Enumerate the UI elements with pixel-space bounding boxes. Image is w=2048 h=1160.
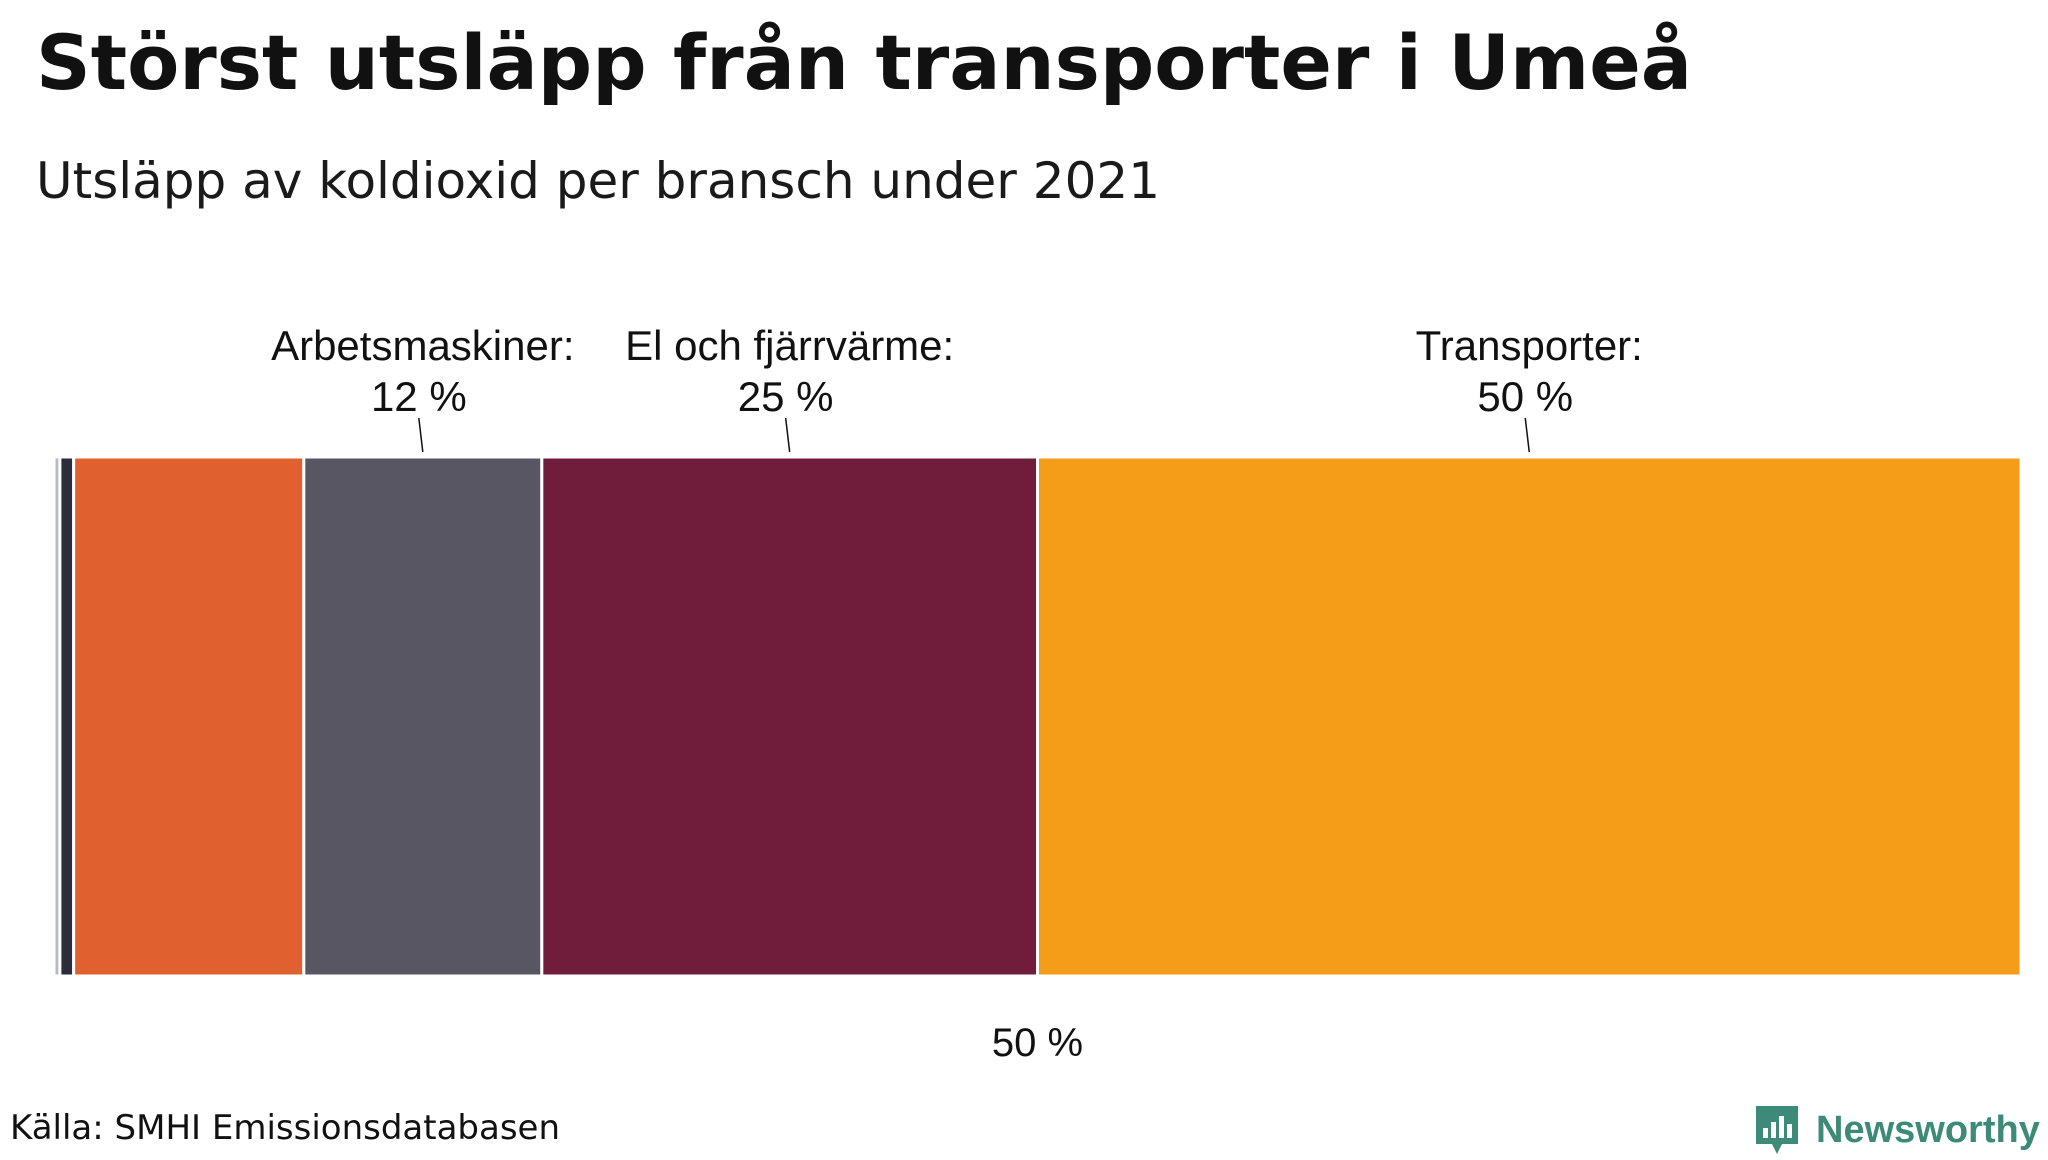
bar-segment-2 (58, 455, 76, 978)
stacked-bar-chart: Arbetsmaskiner:12 % El och fjärrvärme:25 … (52, 322, 2023, 1065)
leader-transporter (1524, 417, 1530, 453)
value-label-el-och-fjarrvarme: 25 % (738, 373, 834, 420)
label-arbetsmaskiner: Arbetsmaskiner: (271, 322, 574, 369)
bar-el-och-fjarrvarme (540, 455, 1039, 978)
newsworthy-logo-icon (1756, 1106, 1798, 1154)
bar-arbetsmaskiner (302, 455, 544, 978)
source-note: Källa: SMHI Emissionsdatabasen (10, 1108, 561, 1148)
bar-segment-3 (72, 455, 306, 978)
value-label-arbetsmaskiner: 12 % (371, 373, 467, 420)
chart-title: Störst utsläpp från transporter i Umeå (36, 18, 1693, 107)
value-label-transporter: 50 % (1477, 373, 1573, 420)
brand-name: Newsworthy (1816, 1108, 2040, 1151)
axis-midpoint-label: 50 % (992, 1021, 1083, 1065)
chart-subtitle: Utsläpp av koldioxid per bransch under 2… (36, 152, 1160, 210)
label-transporter: Transporter: (1416, 322, 1643, 369)
leader-el-och-fjarrvarme (784, 417, 791, 453)
bar-transporter (1036, 455, 2023, 978)
leader-arbetsmaskiner (418, 417, 424, 453)
brand-logo: Newsworthy (1752, 1100, 2040, 1160)
label-el-och-fjarrvarme: El och fjärrvärme: (625, 322, 954, 369)
